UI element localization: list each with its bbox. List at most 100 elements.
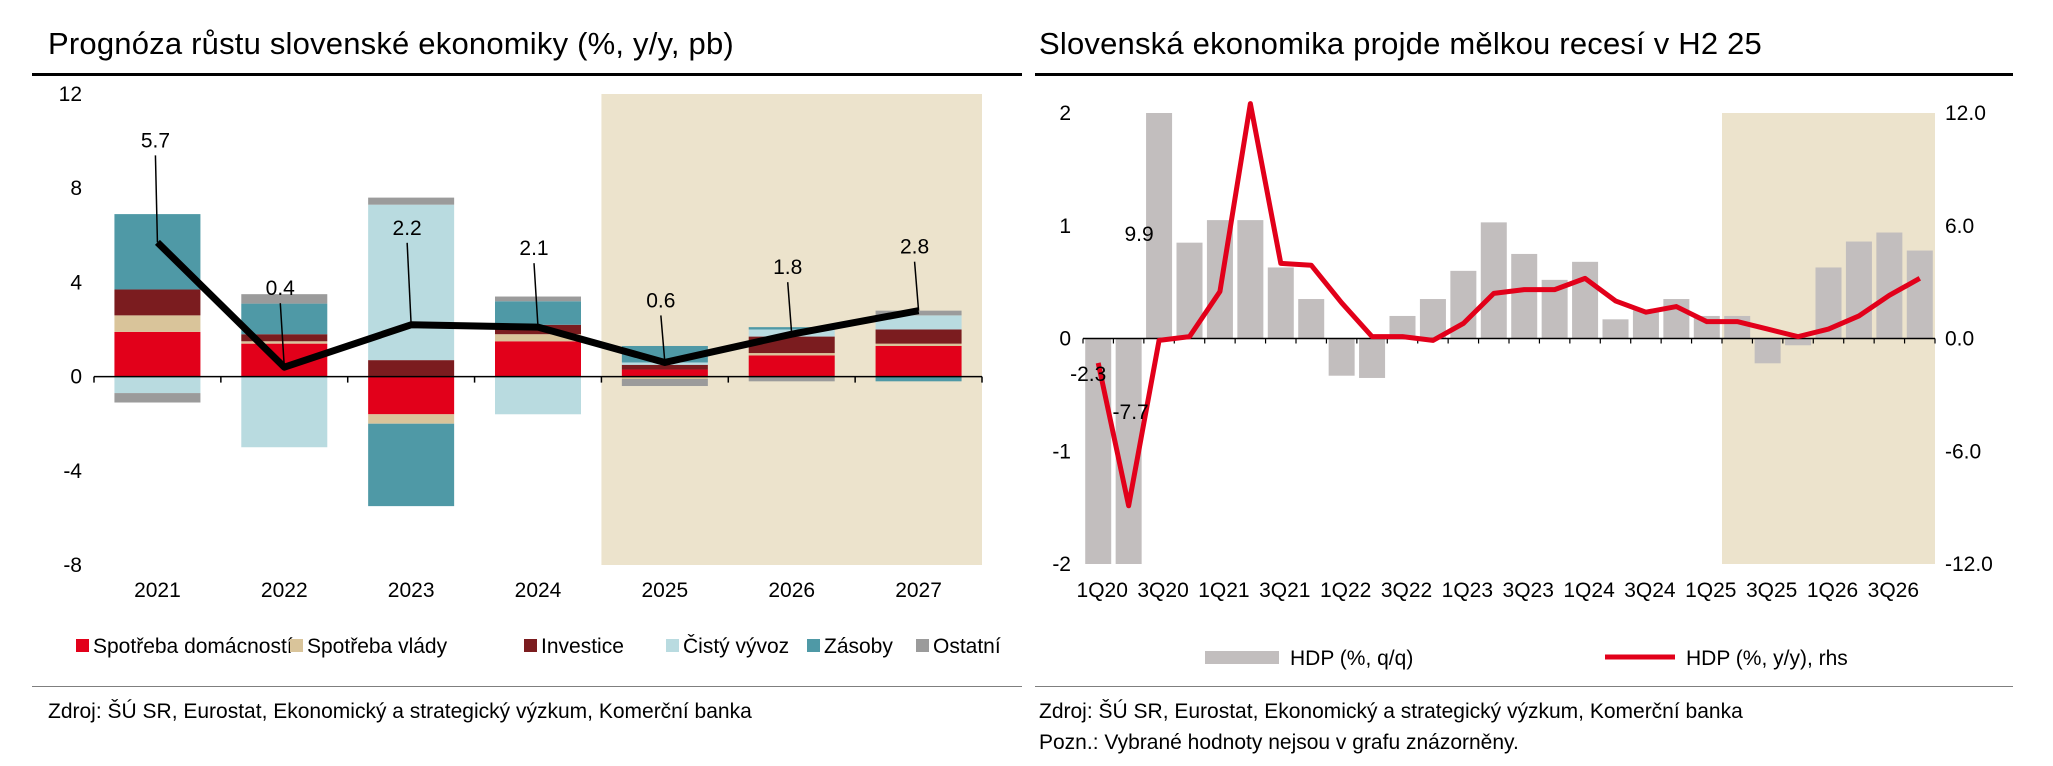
line-label: 2.1	[519, 237, 548, 260]
x-tick-label: 3Q26	[1868, 579, 1919, 602]
qoq-bar	[1754, 338, 1781, 364]
x-tick-label: 2026	[768, 579, 815, 602]
x-tick-label: 3Q22	[1381, 579, 1432, 602]
bar-netexport	[875, 315, 962, 330]
left-source-rule	[32, 686, 1022, 687]
left-source: Zdroj: ŠÚ SR, Eurostat, Ekonomický a str…	[48, 700, 752, 723]
bar-household	[114, 331, 201, 377]
y-tick-label: 0	[70, 366, 82, 389]
line-label: 1.8	[773, 256, 802, 279]
bar-data-label: -7.7	[1113, 401, 1149, 424]
x-tick-label: 1Q20	[1077, 579, 1128, 602]
legend-swatch-household	[76, 639, 89, 652]
legend-label: Spotřeba domácností	[93, 635, 293, 658]
qoq-bar	[1267, 267, 1294, 339]
qoq-bar	[1876, 232, 1903, 339]
qoq-bar	[1237, 220, 1264, 339]
x-tick-label: 2025	[641, 579, 688, 602]
y-tick-label: 4	[70, 271, 82, 294]
y-tick-label: -2	[1052, 553, 1071, 576]
y2-tick-label: -6.0	[1945, 440, 1981, 463]
qoq-bar	[1906, 250, 1933, 339]
yoy-growth-line	[1095, 101, 1922, 509]
line-label: 2.8	[900, 236, 929, 259]
x-tick-label: 3Q21	[1259, 579, 1310, 602]
bar-government	[875, 343, 962, 346]
line-label-leader	[154, 155, 159, 243]
x-tick-label: 2021	[134, 579, 181, 602]
x-tick-label: 3Q25	[1746, 579, 1797, 602]
legend-swatch-other	[916, 639, 929, 652]
right-source: Zdroj: ŠÚ SR, Eurostat, Ekonomický a str…	[1039, 700, 1743, 723]
x-tick-label: 3Q20	[1137, 579, 1188, 602]
left-chart-title: Prognóza růstu slovenské ekonomiky (%, y…	[48, 26, 734, 61]
y-tick-label: 12	[59, 83, 82, 106]
qoq-bar	[1085, 338, 1112, 564]
qoq-bar	[1785, 338, 1812, 346]
qoq-bar	[1845, 241, 1872, 339]
y-tick-label: -1	[1052, 440, 1071, 463]
line-label-leader	[913, 261, 920, 311]
legend-label: HDP (%, q/q)	[1290, 647, 1413, 670]
bar-netexport	[114, 376, 201, 394]
legend-label: Zásoby	[824, 635, 893, 658]
x-tick-label: 1Q25	[1685, 579, 1736, 602]
x-tick-label: 1Q26	[1807, 579, 1858, 602]
right-panel: Slovenská ekonomika projde mělkou recesí…	[1035, 0, 2053, 766]
qoq-bar	[1328, 338, 1355, 376]
qoq-bar	[1298, 299, 1325, 339]
bar-inventories	[875, 376, 962, 382]
bar-investment	[621, 364, 708, 370]
legend-label: Spotřeba vlády	[307, 635, 448, 658]
bar-government	[114, 315, 201, 332]
y2-tick-label: 12.0	[1945, 102, 1986, 125]
y-tick-label: 1	[1059, 215, 1071, 238]
bar-other	[114, 393, 201, 403]
line-label-leader	[660, 315, 666, 363]
line-label-leader	[786, 282, 793, 335]
y2-tick-label: -12.0	[1945, 553, 1993, 576]
y-tick-label: 8	[70, 177, 82, 200]
line-label-leader	[406, 242, 412, 325]
qoq-bar	[1359, 338, 1386, 378]
bar-household	[368, 376, 455, 415]
legend-swatch-investment	[524, 639, 537, 652]
bar-other	[241, 294, 328, 304]
bar-household	[748, 355, 835, 377]
legend-label: Ostatní	[933, 635, 1001, 658]
bar-other	[495, 296, 581, 302]
legend-label: HDP (%, y/y), rhs	[1686, 647, 1848, 670]
bar-netexport	[241, 376, 328, 448]
bar-data-label: 9.9	[1124, 223, 1153, 246]
bar-investment	[368, 360, 455, 377]
bar-household	[875, 345, 962, 377]
right-source-rule	[1035, 686, 2013, 687]
bar-netexport	[495, 376, 581, 415]
line-label: 0.4	[266, 277, 296, 300]
bar-government	[748, 353, 835, 356]
legend-swatch-inventories	[807, 639, 820, 652]
y-tick-label: 2	[1059, 102, 1071, 125]
x-tick-label: 2027	[895, 579, 942, 602]
line-label-leader	[279, 303, 286, 368]
right-chart: -2 -1 0 1 2 -12.0 -6.0 0.0 6.0 12.0 -2.3 -7.7 9.9 1Q2…	[1052, 101, 1993, 670]
bar-government	[368, 414, 455, 424]
bar-other	[621, 378, 708, 387]
legend-swatch-government	[290, 639, 303, 652]
line-label: 0.6	[646, 289, 675, 312]
right-chart-title: Slovenská ekonomika projde mělkou recesí…	[1039, 26, 1762, 61]
qoq-bar	[1419, 299, 1446, 339]
right-note: Pozn.: Vybrané hodnoty nejsou v grafu zn…	[1039, 731, 1519, 754]
y-tick-label: -8	[63, 554, 82, 577]
qoq-bar	[1389, 315, 1416, 339]
left-chart: -8 -4 0 4 8 12 5.7 0.4 2.2 2.1 0.6 1.8 2.8 2021 2022 20…	[59, 83, 1001, 658]
x-tick-label: 2022	[261, 579, 308, 602]
y2-tick-label: 0.0	[1945, 328, 1974, 351]
bar-household	[621, 369, 708, 377]
x-tick-label: 1Q23	[1442, 579, 1493, 602]
bar-data-label: -2.3	[1070, 363, 1106, 386]
bar-inventories	[368, 423, 455, 507]
bar-government	[495, 334, 581, 342]
legend-swatch-netexport	[666, 639, 679, 652]
line-label: 2.2	[393, 217, 422, 240]
